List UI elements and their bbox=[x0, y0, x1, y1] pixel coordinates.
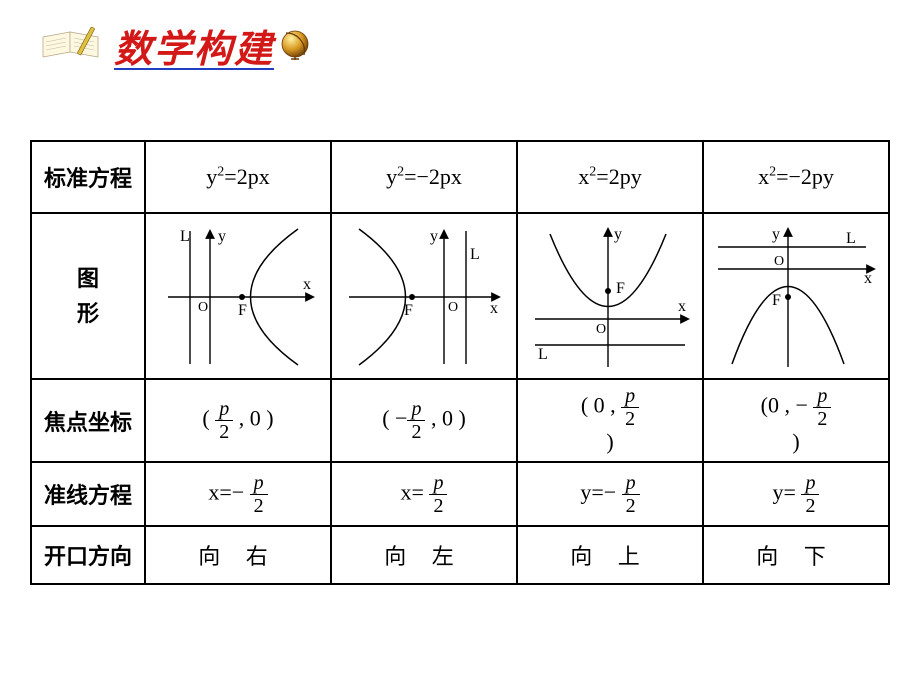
svg-text:O: O bbox=[198, 300, 208, 315]
page-header: 数学构建 bbox=[38, 18, 314, 73]
label-opening: 开口方向 bbox=[31, 526, 145, 584]
label-focus: 焦点坐标 bbox=[31, 379, 145, 462]
eq-3: x2=2py bbox=[517, 141, 703, 213]
directrix-1: x=− p2 bbox=[145, 462, 331, 526]
label-equation: 标准方程 bbox=[31, 141, 145, 213]
page-title: 数学构建 bbox=[114, 18, 274, 73]
svg-text:F: F bbox=[404, 302, 413, 319]
row-focus: 焦点坐标 ( p2 , 0 ) ( −p2 , 0 ) ( 0 , p2) (0… bbox=[31, 379, 889, 462]
svg-text:F: F bbox=[238, 302, 247, 319]
eq-2: y2=−2px bbox=[331, 141, 517, 213]
svg-text:F: F bbox=[772, 292, 781, 309]
svg-text:y: y bbox=[772, 226, 780, 243]
row-equation: 标准方程 y2=2px y2=−2px x2=2py x2=−2py bbox=[31, 141, 889, 213]
svg-text:y: y bbox=[218, 228, 226, 245]
figure-down: L y x O F bbox=[703, 213, 889, 379]
svg-text:x: x bbox=[490, 300, 498, 317]
opening-1: 向 右 bbox=[145, 526, 331, 584]
svg-text:x: x bbox=[303, 276, 311, 293]
focus-4: (0 , − p2) bbox=[703, 379, 889, 462]
globe-icon bbox=[276, 27, 314, 65]
label-directrix: 准线方程 bbox=[31, 462, 145, 526]
svg-text:L: L bbox=[180, 228, 190, 245]
svg-text:x: x bbox=[864, 270, 872, 287]
svg-text:L: L bbox=[846, 230, 856, 247]
svg-text:y: y bbox=[430, 228, 438, 245]
directrix-4: y= p2 bbox=[703, 462, 889, 526]
svg-text:y: y bbox=[614, 226, 622, 243]
eq-4: x2=−2py bbox=[703, 141, 889, 213]
svg-text:x: x bbox=[678, 298, 686, 315]
book-icon bbox=[38, 22, 108, 70]
directrix-2: x= p2 bbox=[331, 462, 517, 526]
svg-text:O: O bbox=[448, 300, 458, 315]
svg-text:O: O bbox=[596, 322, 606, 337]
focus-2: ( −p2 , 0 ) bbox=[331, 379, 517, 462]
eq-1: y2=2px bbox=[145, 141, 331, 213]
row-opening: 开口方向 向 右 向 左 向 上 向 下 bbox=[31, 526, 889, 584]
svg-text:L: L bbox=[538, 346, 548, 363]
figure-left: L y x O F bbox=[331, 213, 517, 379]
svg-text:O: O bbox=[774, 254, 784, 269]
directrix-3: y=− p2 bbox=[517, 462, 703, 526]
svg-text:L: L bbox=[470, 246, 480, 263]
figure-right: L y x O F bbox=[145, 213, 331, 379]
focus-3: ( 0 , p2) bbox=[517, 379, 703, 462]
row-figure: 图形 L y x O F bbox=[31, 213, 889, 379]
parabola-table: 标准方程 y2=2px y2=−2px x2=2py x2=−2py 图形 L … bbox=[30, 140, 890, 585]
row-directrix: 准线方程 x=− p2 x= p2 y=− p2 y= p2 bbox=[31, 462, 889, 526]
label-figure: 图形 bbox=[31, 213, 145, 379]
focus-1: ( p2 , 0 ) bbox=[145, 379, 331, 462]
svg-text:F: F bbox=[616, 280, 625, 297]
figure-up: L y x O F bbox=[517, 213, 703, 379]
opening-4: 向 下 bbox=[703, 526, 889, 584]
opening-2: 向 左 bbox=[331, 526, 517, 584]
opening-3: 向 上 bbox=[517, 526, 703, 584]
